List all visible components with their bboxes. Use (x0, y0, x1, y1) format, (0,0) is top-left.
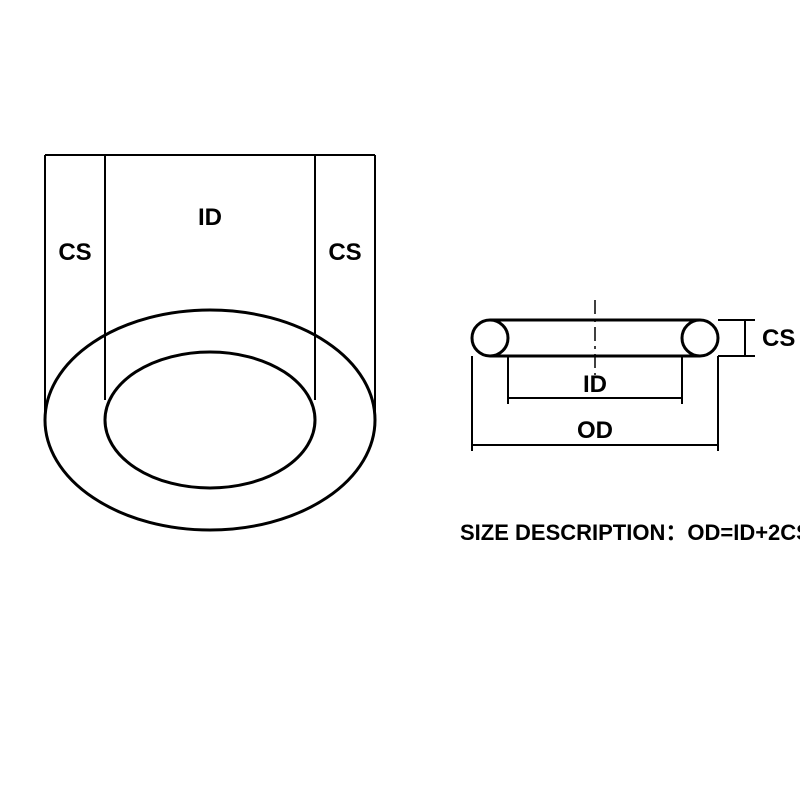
outer-ellipse (45, 310, 375, 530)
id-label-left: ID (198, 204, 222, 231)
inner-ellipse (105, 352, 315, 488)
cs-label-right: CS (762, 325, 795, 352)
od-label: OD (577, 417, 613, 444)
section-circle-left (472, 320, 508, 356)
section-circle-right (682, 320, 718, 356)
size-formula: SIZE DESCRIPTION：OD=ID+2CS (460, 520, 800, 545)
cs-label-left1: CS (58, 239, 91, 266)
cross-section-view: CS ID OD SIZE DESCRIPTION：OD=ID+2CS (460, 300, 800, 545)
oring-diagram: ID CS CS CS ID OD SIZE DE (0, 0, 800, 800)
perspective-ring-view: ID CS CS (45, 155, 375, 530)
cs-label-left2: CS (328, 239, 361, 266)
id-label-right: ID (583, 371, 607, 398)
